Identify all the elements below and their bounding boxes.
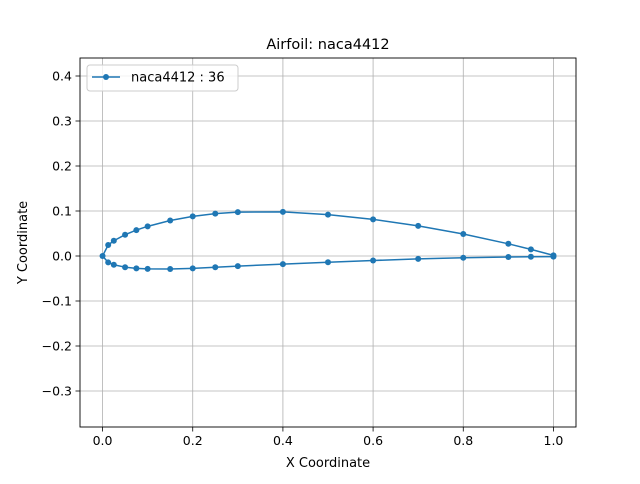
data-point <box>144 223 151 230</box>
data-point <box>133 265 140 272</box>
data-point <box>527 246 534 253</box>
x-tick-label: 0.6 <box>363 433 383 448</box>
y-tick-label: 0.1 <box>52 204 72 219</box>
x-tick-label: 0.0 <box>93 433 113 448</box>
data-point <box>99 253 106 259</box>
legend-marker-sample <box>103 74 109 80</box>
legend-box <box>86 64 239 92</box>
data-point <box>110 261 117 268</box>
data-point <box>212 264 219 271</box>
data-point <box>234 209 241 216</box>
legend-label: naca4412 : 36 <box>131 71 225 86</box>
data-point <box>370 216 377 223</box>
axis-layer: 0.0 0.2 0.4 0.6 0.8 1.0 −0.3 −0.2 −0.1 0.0 0.1 0.2 0… <box>42 69 564 449</box>
data-point <box>370 257 377 264</box>
x-tick-label: 0.8 <box>453 433 473 448</box>
x-axis-label: X Coordinate <box>286 456 370 471</box>
y-tick-label: 0.3 <box>52 114 72 129</box>
data-point <box>144 265 151 272</box>
data-point <box>189 213 196 220</box>
data-point <box>279 208 286 215</box>
data-point <box>550 253 557 260</box>
y-axis-label: Y Coordinate <box>16 201 31 285</box>
data-point <box>212 210 219 217</box>
y-tick-label: 0.2 <box>52 159 72 174</box>
data-point <box>167 217 174 224</box>
data-point <box>325 259 331 266</box>
series-layer <box>99 208 557 272</box>
data-point <box>110 237 117 244</box>
data-point <box>234 263 241 270</box>
y-tick-label: −0.3 <box>42 384 72 399</box>
grid-layer <box>80 58 576 427</box>
x-tick-label: 0.4 <box>273 433 293 448</box>
plot-frame <box>79 57 577 428</box>
data-point <box>460 254 467 261</box>
data-point <box>460 230 467 237</box>
data-point <box>105 242 112 249</box>
x-tick-label: 0.2 <box>183 433 203 448</box>
y-tick-label: −0.1 <box>42 294 72 309</box>
data-point <box>122 264 129 271</box>
data-point <box>325 211 331 218</box>
data-point <box>505 240 512 247</box>
data-point <box>415 222 422 229</box>
x-tick-label: 1.0 <box>544 433 564 448</box>
legend: naca4412 : 36 <box>86 64 239 92</box>
data-point <box>105 259 112 266</box>
data-point <box>505 253 512 260</box>
data-point <box>189 265 196 272</box>
y-tick-label: −0.2 <box>42 339 72 354</box>
data-point <box>167 265 174 272</box>
y-tick-label: 0.0 <box>52 249 72 264</box>
data-point <box>122 231 129 238</box>
data-point <box>279 261 286 268</box>
data-point <box>133 227 140 234</box>
data-point <box>527 253 534 260</box>
chart-title: Airfoil: naca4412 <box>266 37 389 53</box>
data-point <box>415 255 422 262</box>
y-tick-label: 0.4 <box>52 69 72 84</box>
